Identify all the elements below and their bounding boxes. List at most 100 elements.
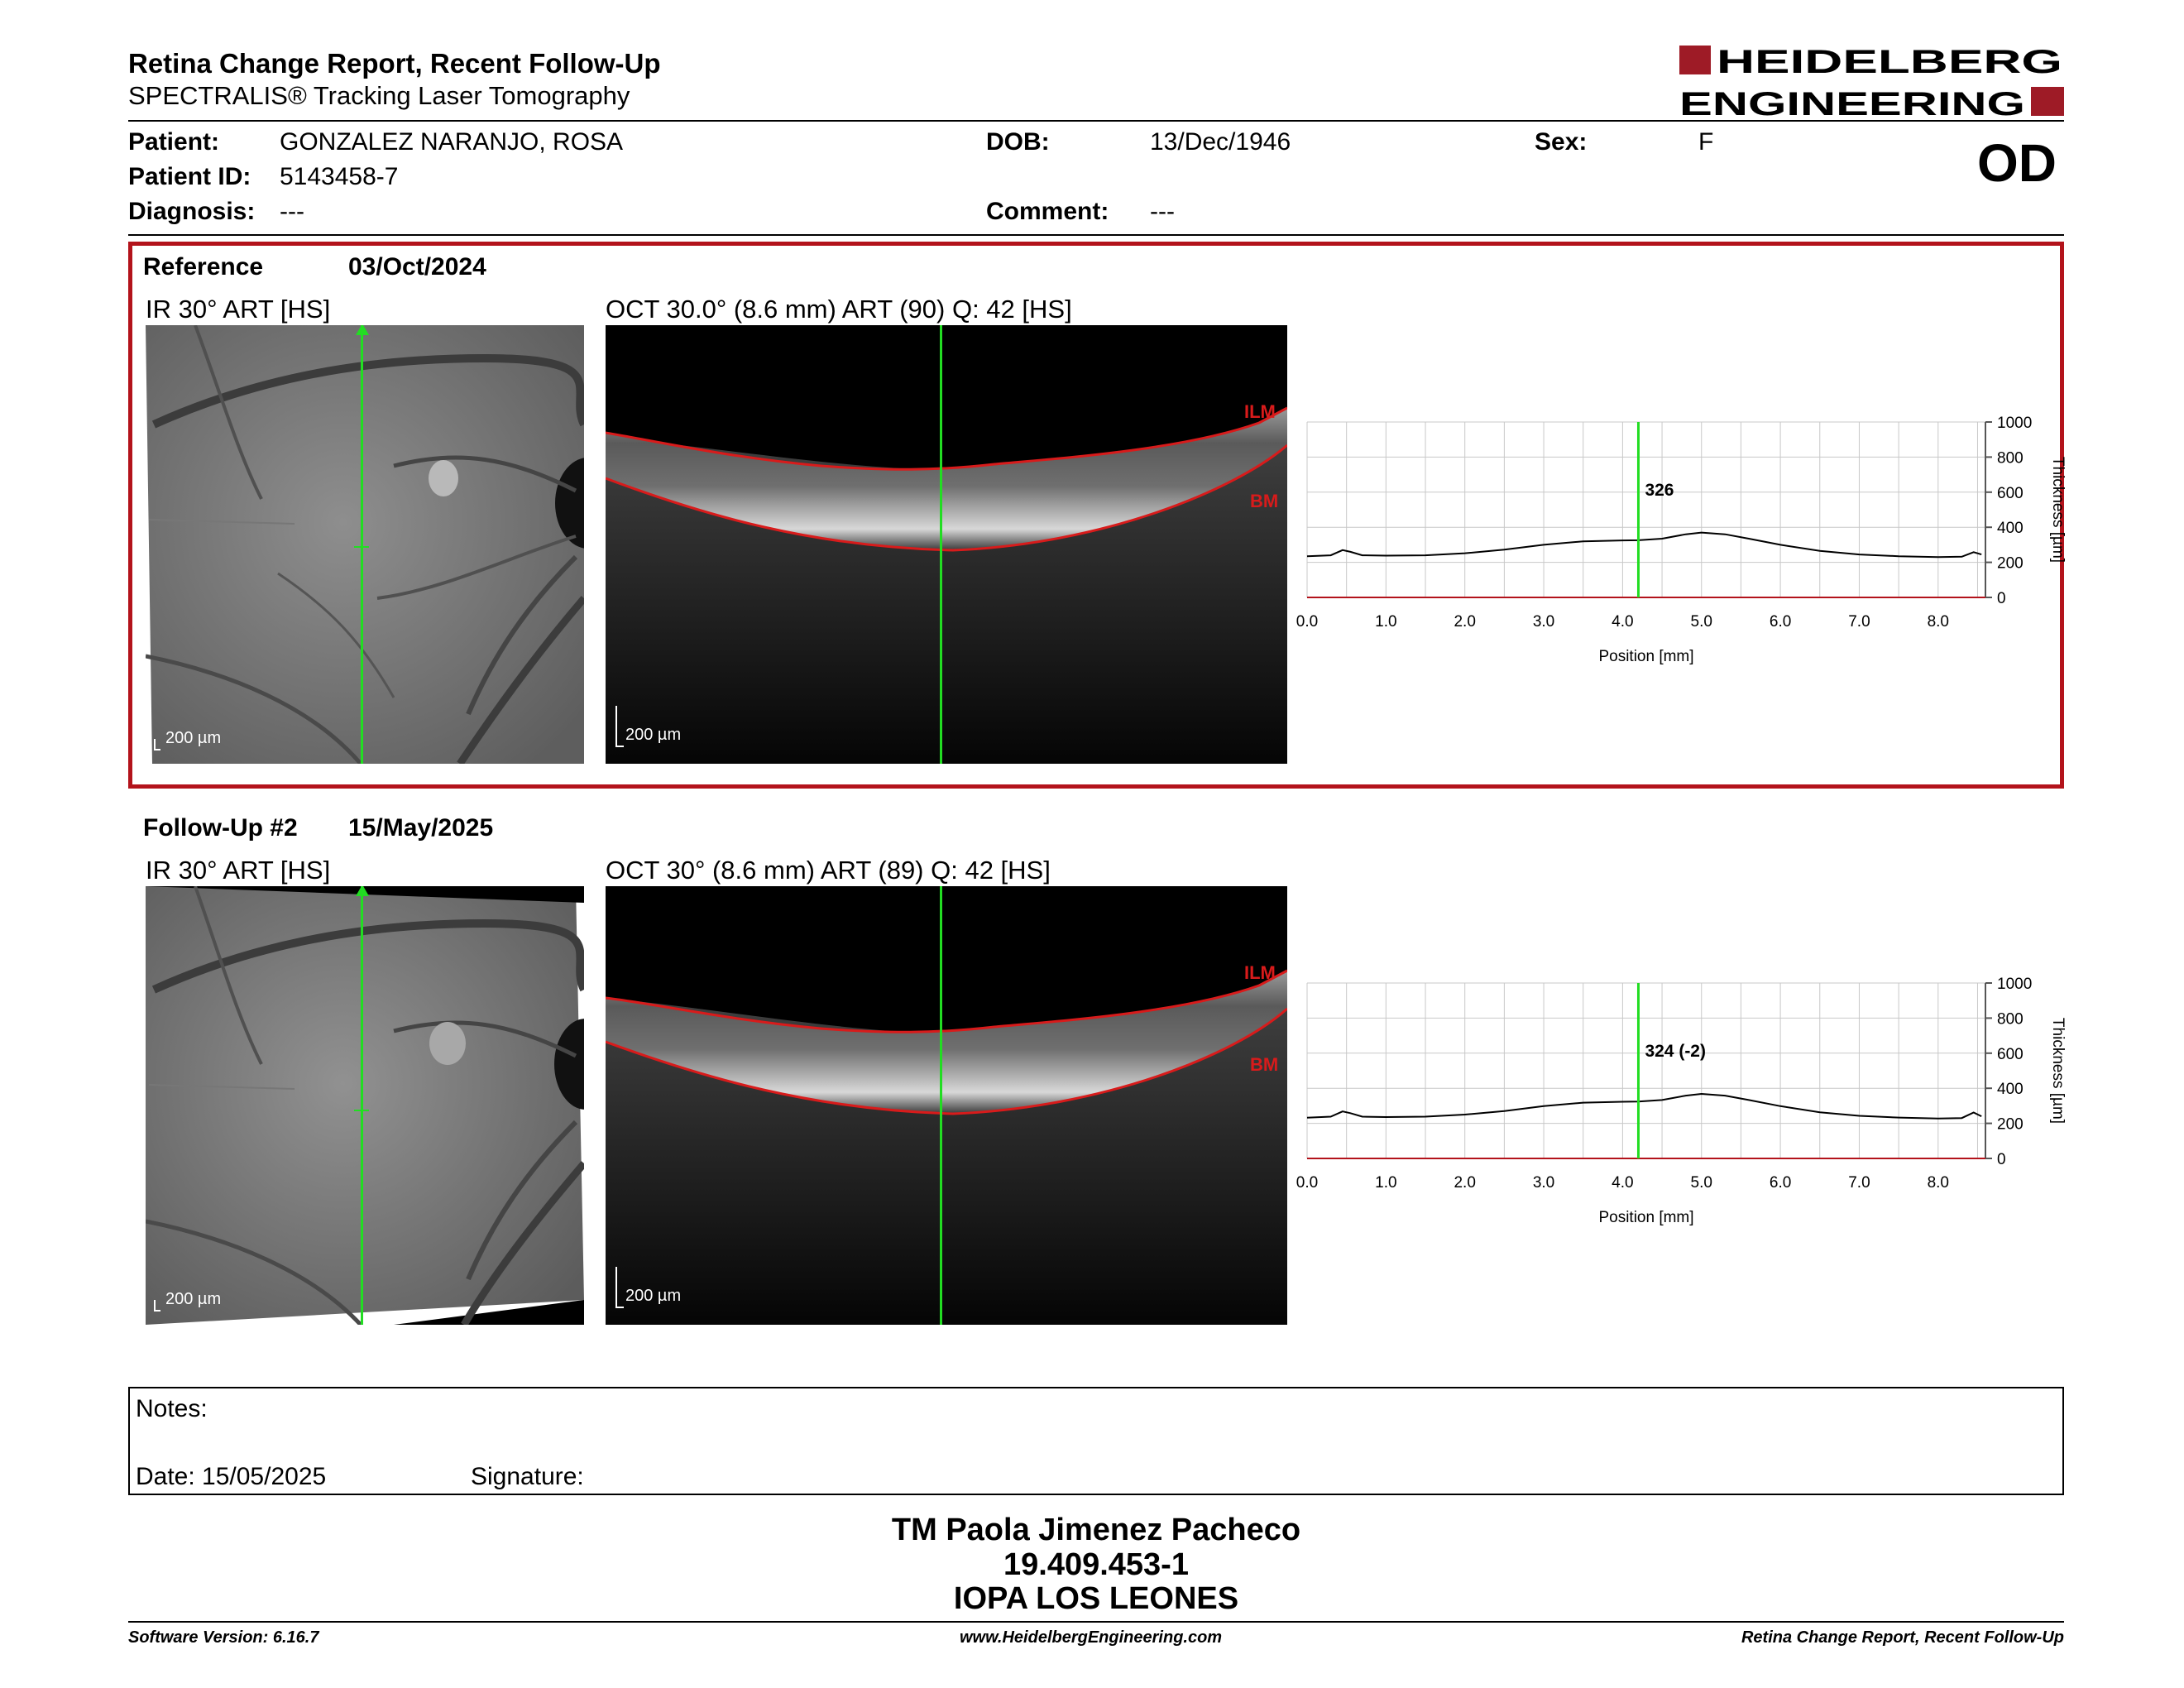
software-version: Software Version: 6.16.7 — [128, 1628, 319, 1647]
y-axis-label: Thickness [µm] — [2049, 1018, 2067, 1124]
dob-label: DOB: — [986, 128, 1050, 156]
patient-label: Patient: — [128, 128, 220, 156]
signature-label: Signature: — [471, 1463, 584, 1490]
x-tick-label: 7.0 — [1848, 613, 1870, 631]
reference-ir-image[interactable]: 200 µm — [146, 325, 584, 764]
followup-ilm-label: ILM — [1244, 962, 1276, 983]
reference-date: 03/Oct/2024 — [348, 253, 486, 281]
scale-bar-icon — [615, 706, 617, 747]
followup-ir-scan-line[interactable] — [361, 886, 363, 1325]
reference-ir-caption: IR 30° ART [HS] — [146, 295, 331, 324]
notes-box[interactable] — [128, 1387, 2064, 1495]
followup-oct-scale: 200 µm — [625, 1287, 682, 1305]
followup-ir-image[interactable]: 200 µm — [146, 886, 584, 1325]
y-tick-label: 1000 — [1997, 415, 2032, 432]
scale-bar-icon — [154, 1300, 156, 1312]
diagnosis-label: Diagnosis: — [128, 198, 256, 225]
x-tick-label: 0.0 — [1296, 613, 1318, 631]
followup-date: 15/May/2025 — [348, 814, 494, 842]
y-tick-label: 600 — [1997, 1046, 2024, 1063]
reference-bm-label: BM — [1250, 491, 1279, 511]
technician-id: 19.409.453-1 — [1003, 1547, 1189, 1582]
logo-line2: ENGINEERING — [1679, 86, 2025, 118]
x-tick-label: 3.0 — [1533, 1174, 1554, 1192]
x-tick-label: 7.0 — [1848, 1174, 1870, 1192]
followup-thickness-chart[interactable]: 0 200 400 600 800 1000 0.0 1.0 2.0 3.0 4.0 5.0 6.0 7.… — [1291, 971, 2085, 1235]
thickness-series-line — [1306, 531, 1982, 559]
x-tick-label: 5.0 — [1691, 613, 1712, 631]
institution-name: IOPA LOS LEONES — [953, 1581, 1239, 1616]
x-tick-label: 4.0 — [1612, 613, 1633, 631]
reference-oct-scan-line[interactable] — [940, 325, 942, 764]
y-tick-label: 400 — [1997, 520, 2024, 537]
fovea-marker-icon — [354, 546, 369, 548]
report-subtitle: SPECTRALIS® Tracking Laser Tomography — [128, 81, 630, 110]
x-tick-label: 1.0 — [1375, 613, 1396, 631]
followup-oct-scan-line[interactable] — [940, 886, 942, 1325]
thickness-series-line — [1306, 1092, 1982, 1120]
reference-oct-scale: 200 µm — [625, 726, 682, 744]
y-tick-label: 400 — [1997, 1081, 2024, 1098]
notes-date: Date: 15/05/2025 — [136, 1463, 327, 1490]
x-tick-label: 3.0 — [1533, 613, 1554, 631]
y-tick-label: 800 — [1997, 449, 2024, 467]
followup-label: Follow-Up #2 — [143, 814, 298, 842]
patient-id-value: 5143458-7 — [280, 163, 399, 190]
reference-thickness-chart[interactable]: 0 200 400 600 800 1000 0.0 1.0 2.0 3.0 4.0 5.0 6.0 7.… — [1291, 410, 2085, 674]
reference-ir-scan-line[interactable] — [361, 325, 363, 764]
x-tick-label: 6.0 — [1770, 1174, 1791, 1192]
position-marker-label: 326 — [1645, 481, 1674, 500]
x-tick-label: 0.0 — [1296, 1174, 1318, 1192]
heidelberg-logo: HEIDELBERG ENGINEERING — [1679, 46, 2064, 118]
eye-indicator: OD — [1977, 133, 2057, 193]
followup-bm-label: BM — [1250, 1054, 1279, 1075]
technician-name: TM Paola Jimenez Pacheco — [891, 1513, 1301, 1547]
followup-oct-caption: OCT 30° (8.6 mm) ART (89) Q: 42 [HS] — [606, 856, 1051, 885]
y-tick-label: 1000 — [1997, 976, 2032, 993]
reference-ir-scale: 200 µm — [165, 729, 222, 747]
x-tick-label: 8.0 — [1928, 613, 1949, 631]
y-tick-label: 600 — [1997, 485, 2024, 502]
followup-oct-image[interactable]: ILM BM 200 µm — [606, 886, 1287, 1325]
x-tick-label: 2.0 — [1454, 1174, 1475, 1192]
scan-arrow-icon — [356, 325, 369, 335]
y-tick-label: 200 — [1997, 1116, 2024, 1134]
report-title: Retina Change Report, Recent Follow-Up — [128, 48, 661, 79]
y-tick-label: 800 — [1997, 1010, 2024, 1028]
logo-line1: HEIDELBERG — [1717, 46, 2062, 80]
notes-label: Notes: — [136, 1395, 208, 1422]
x-tick-label: 4.0 — [1612, 1174, 1633, 1192]
x-tick-label: 1.0 — [1375, 1174, 1396, 1192]
x-axis-label: Position [mm] — [1598, 1209, 1693, 1226]
x-tick-label: 8.0 — [1928, 1174, 1949, 1192]
website-link[interactable]: www.HeidelbergEngineering.com — [960, 1628, 1223, 1647]
comment-value: --- — [1150, 198, 1175, 225]
x-tick-label: 6.0 — [1770, 613, 1791, 631]
diagnosis-value: --- — [280, 198, 304, 225]
reference-oct-image[interactable]: ILM BM 200 µm — [606, 325, 1287, 764]
position-marker-label: 324 (-2) — [1645, 1042, 1706, 1061]
x-axis-label: Position [mm] — [1598, 648, 1693, 665]
scale-bar-icon — [615, 1267, 617, 1308]
reference-label: Reference — [143, 253, 264, 281]
reference-oct-caption: OCT 30.0° (8.6 mm) ART (90) Q: 42 [HS] — [606, 295, 1072, 324]
fovea-marker-icon — [354, 1110, 369, 1111]
y-tick-label: 0 — [1997, 1151, 2006, 1168]
patient-id-label: Patient ID: — [128, 163, 251, 190]
footer-report-name: Retina Change Report, Recent Follow-Up — [1741, 1628, 2064, 1647]
comment-label: Comment: — [986, 198, 1109, 225]
y-tick-label: 200 — [1997, 555, 2024, 573]
y-tick-label: 0 — [1997, 590, 2006, 607]
followup-ir-caption: IR 30° ART [HS] — [146, 856, 331, 885]
dob-value: 13/Dec/1946 — [1150, 128, 1291, 156]
x-tick-label: 2.0 — [1454, 613, 1475, 631]
followup-ir-scale: 200 µm — [165, 1290, 222, 1308]
reference-ilm-label: ILM — [1244, 401, 1276, 422]
patient-name: GONZALEZ NARANJO, ROSA — [280, 128, 624, 156]
x-tick-label: 5.0 — [1691, 1174, 1712, 1192]
reference-frame — [128, 242, 2064, 789]
scan-arrow-icon — [356, 886, 369, 896]
sex-value: F — [1698, 128, 1714, 156]
y-axis-label: Thickness [µm] — [2049, 457, 2067, 563]
scale-bar-icon — [154, 739, 156, 750]
